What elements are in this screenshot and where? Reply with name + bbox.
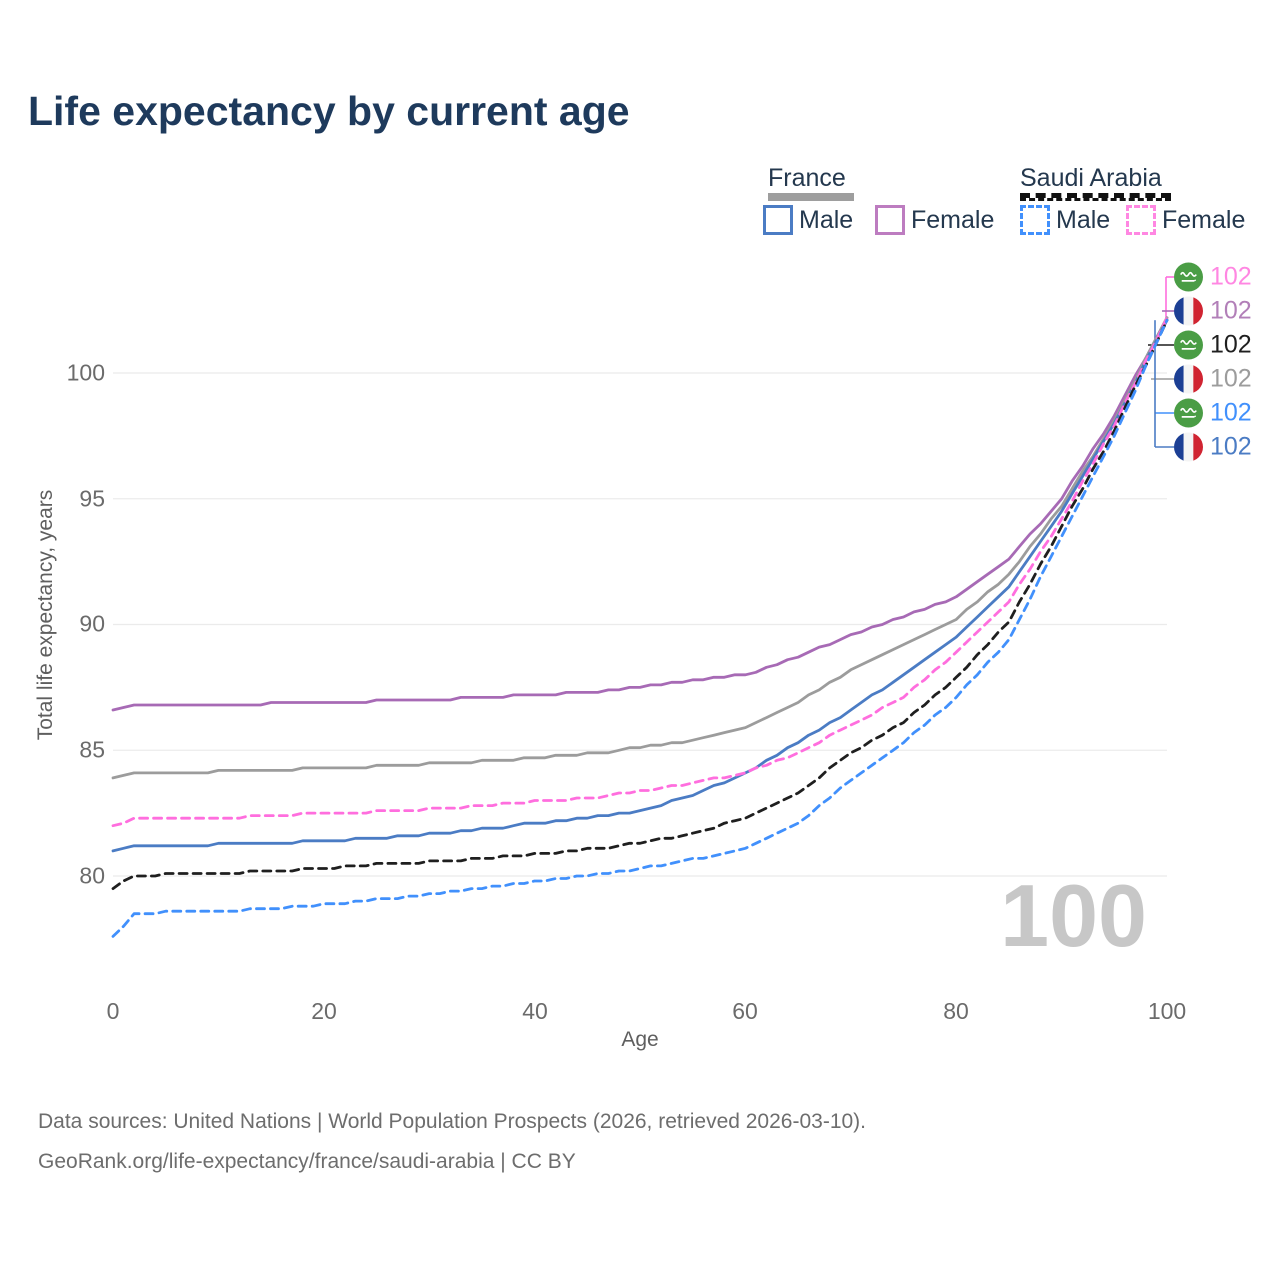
page-title: Life expectancy by current age xyxy=(28,88,630,134)
end-label-row: 102 xyxy=(1174,398,1252,428)
series-line-france-male xyxy=(111,318,1169,853)
legend-saudi-line-swatch xyxy=(1020,193,1171,201)
legend-item-france-female[interactable]: Female xyxy=(875,205,994,235)
end-label-value: 102 xyxy=(1210,432,1252,461)
x-tick-label: 20 xyxy=(311,998,337,1024)
end-label-value: 102 xyxy=(1210,296,1252,325)
end-label-value: 102 xyxy=(1210,330,1252,359)
end-label-row: 102 xyxy=(1174,364,1252,394)
line-chart-plot-area[interactable] xyxy=(0,0,1280,1080)
legend-item-label: Female xyxy=(911,205,995,234)
end-label-value: 102 xyxy=(1210,364,1252,393)
saudi-arabia-flag-icon xyxy=(1174,262,1203,292)
y-tick-label: 85 xyxy=(79,736,105,763)
saudi-arabia-flag-icon xyxy=(1174,330,1203,360)
hover-age-indicator: 100 xyxy=(1000,866,1147,965)
y-tick-label: 95 xyxy=(79,485,105,512)
legend-item-label: Male xyxy=(799,205,854,234)
saudi-arabia-flag-icon xyxy=(1174,398,1203,428)
series-line-saudi-arabia-both-sexes xyxy=(111,318,1169,890)
y-tick-label: 100 xyxy=(66,359,105,386)
legend-group-saudi-arabia-label[interactable]: Saudi Arabia xyxy=(1020,164,1162,192)
legend-france-line-swatch xyxy=(768,193,854,201)
france-male-swatch-icon xyxy=(763,205,793,235)
end-label-row: 102 xyxy=(1174,296,1252,326)
y-axis-title: Total life expectancy, years xyxy=(34,489,57,741)
end-label-row: 102 xyxy=(1174,262,1252,292)
x-tick-label: 0 xyxy=(106,998,120,1024)
x-tick-label: 100 xyxy=(1147,998,1187,1024)
legend-item-label: Male xyxy=(1056,205,1111,234)
x-tick-label: 40 xyxy=(522,998,548,1024)
legend-item-saudi-male[interactable]: Male xyxy=(1020,205,1110,235)
end-label-row: 102 xyxy=(1174,330,1252,360)
legend-item-saudi-female[interactable]: Female xyxy=(1126,205,1245,235)
end-label-value: 102 xyxy=(1210,262,1252,291)
france-female-swatch-icon xyxy=(875,205,905,235)
france-flag-icon xyxy=(1174,364,1203,394)
saudi-female-swatch-icon xyxy=(1126,205,1156,235)
x-tick-label: 80 xyxy=(943,998,969,1024)
x-axis-title: Age xyxy=(621,1028,659,1051)
attribution-text: GeoRank.org/life-expectancy/france/saudi… xyxy=(38,1150,576,1173)
y-tick-label: 80 xyxy=(79,862,105,889)
legend-item-france-male[interactable]: Male xyxy=(763,205,853,235)
series-line-france-both-sexes xyxy=(111,316,1169,780)
france-flag-icon xyxy=(1174,296,1203,326)
legend-item-label: Female xyxy=(1162,205,1246,234)
end-label-row: 102 xyxy=(1174,432,1252,462)
x-tick-label: 60 xyxy=(732,998,758,1024)
legend-group-france-label[interactable]: France xyxy=(768,164,846,192)
end-label-value: 102 xyxy=(1210,398,1252,427)
data-sources-text: Data sources: United Nations | World Pop… xyxy=(38,1110,867,1133)
france-flag-icon xyxy=(1174,432,1203,462)
saudi-male-swatch-icon xyxy=(1020,205,1050,235)
series-line-france-female xyxy=(111,316,1169,712)
series-line-saudi-arabia-female xyxy=(111,316,1169,828)
y-tick-label: 90 xyxy=(79,610,105,637)
series-line-saudi-arabia-male xyxy=(111,318,1169,938)
